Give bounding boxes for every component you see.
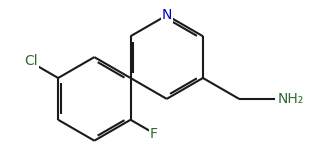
Text: F: F <box>150 127 158 141</box>
Text: NH₂: NH₂ <box>278 92 304 106</box>
Text: Cl: Cl <box>24 54 38 68</box>
Text: N: N <box>161 8 172 22</box>
